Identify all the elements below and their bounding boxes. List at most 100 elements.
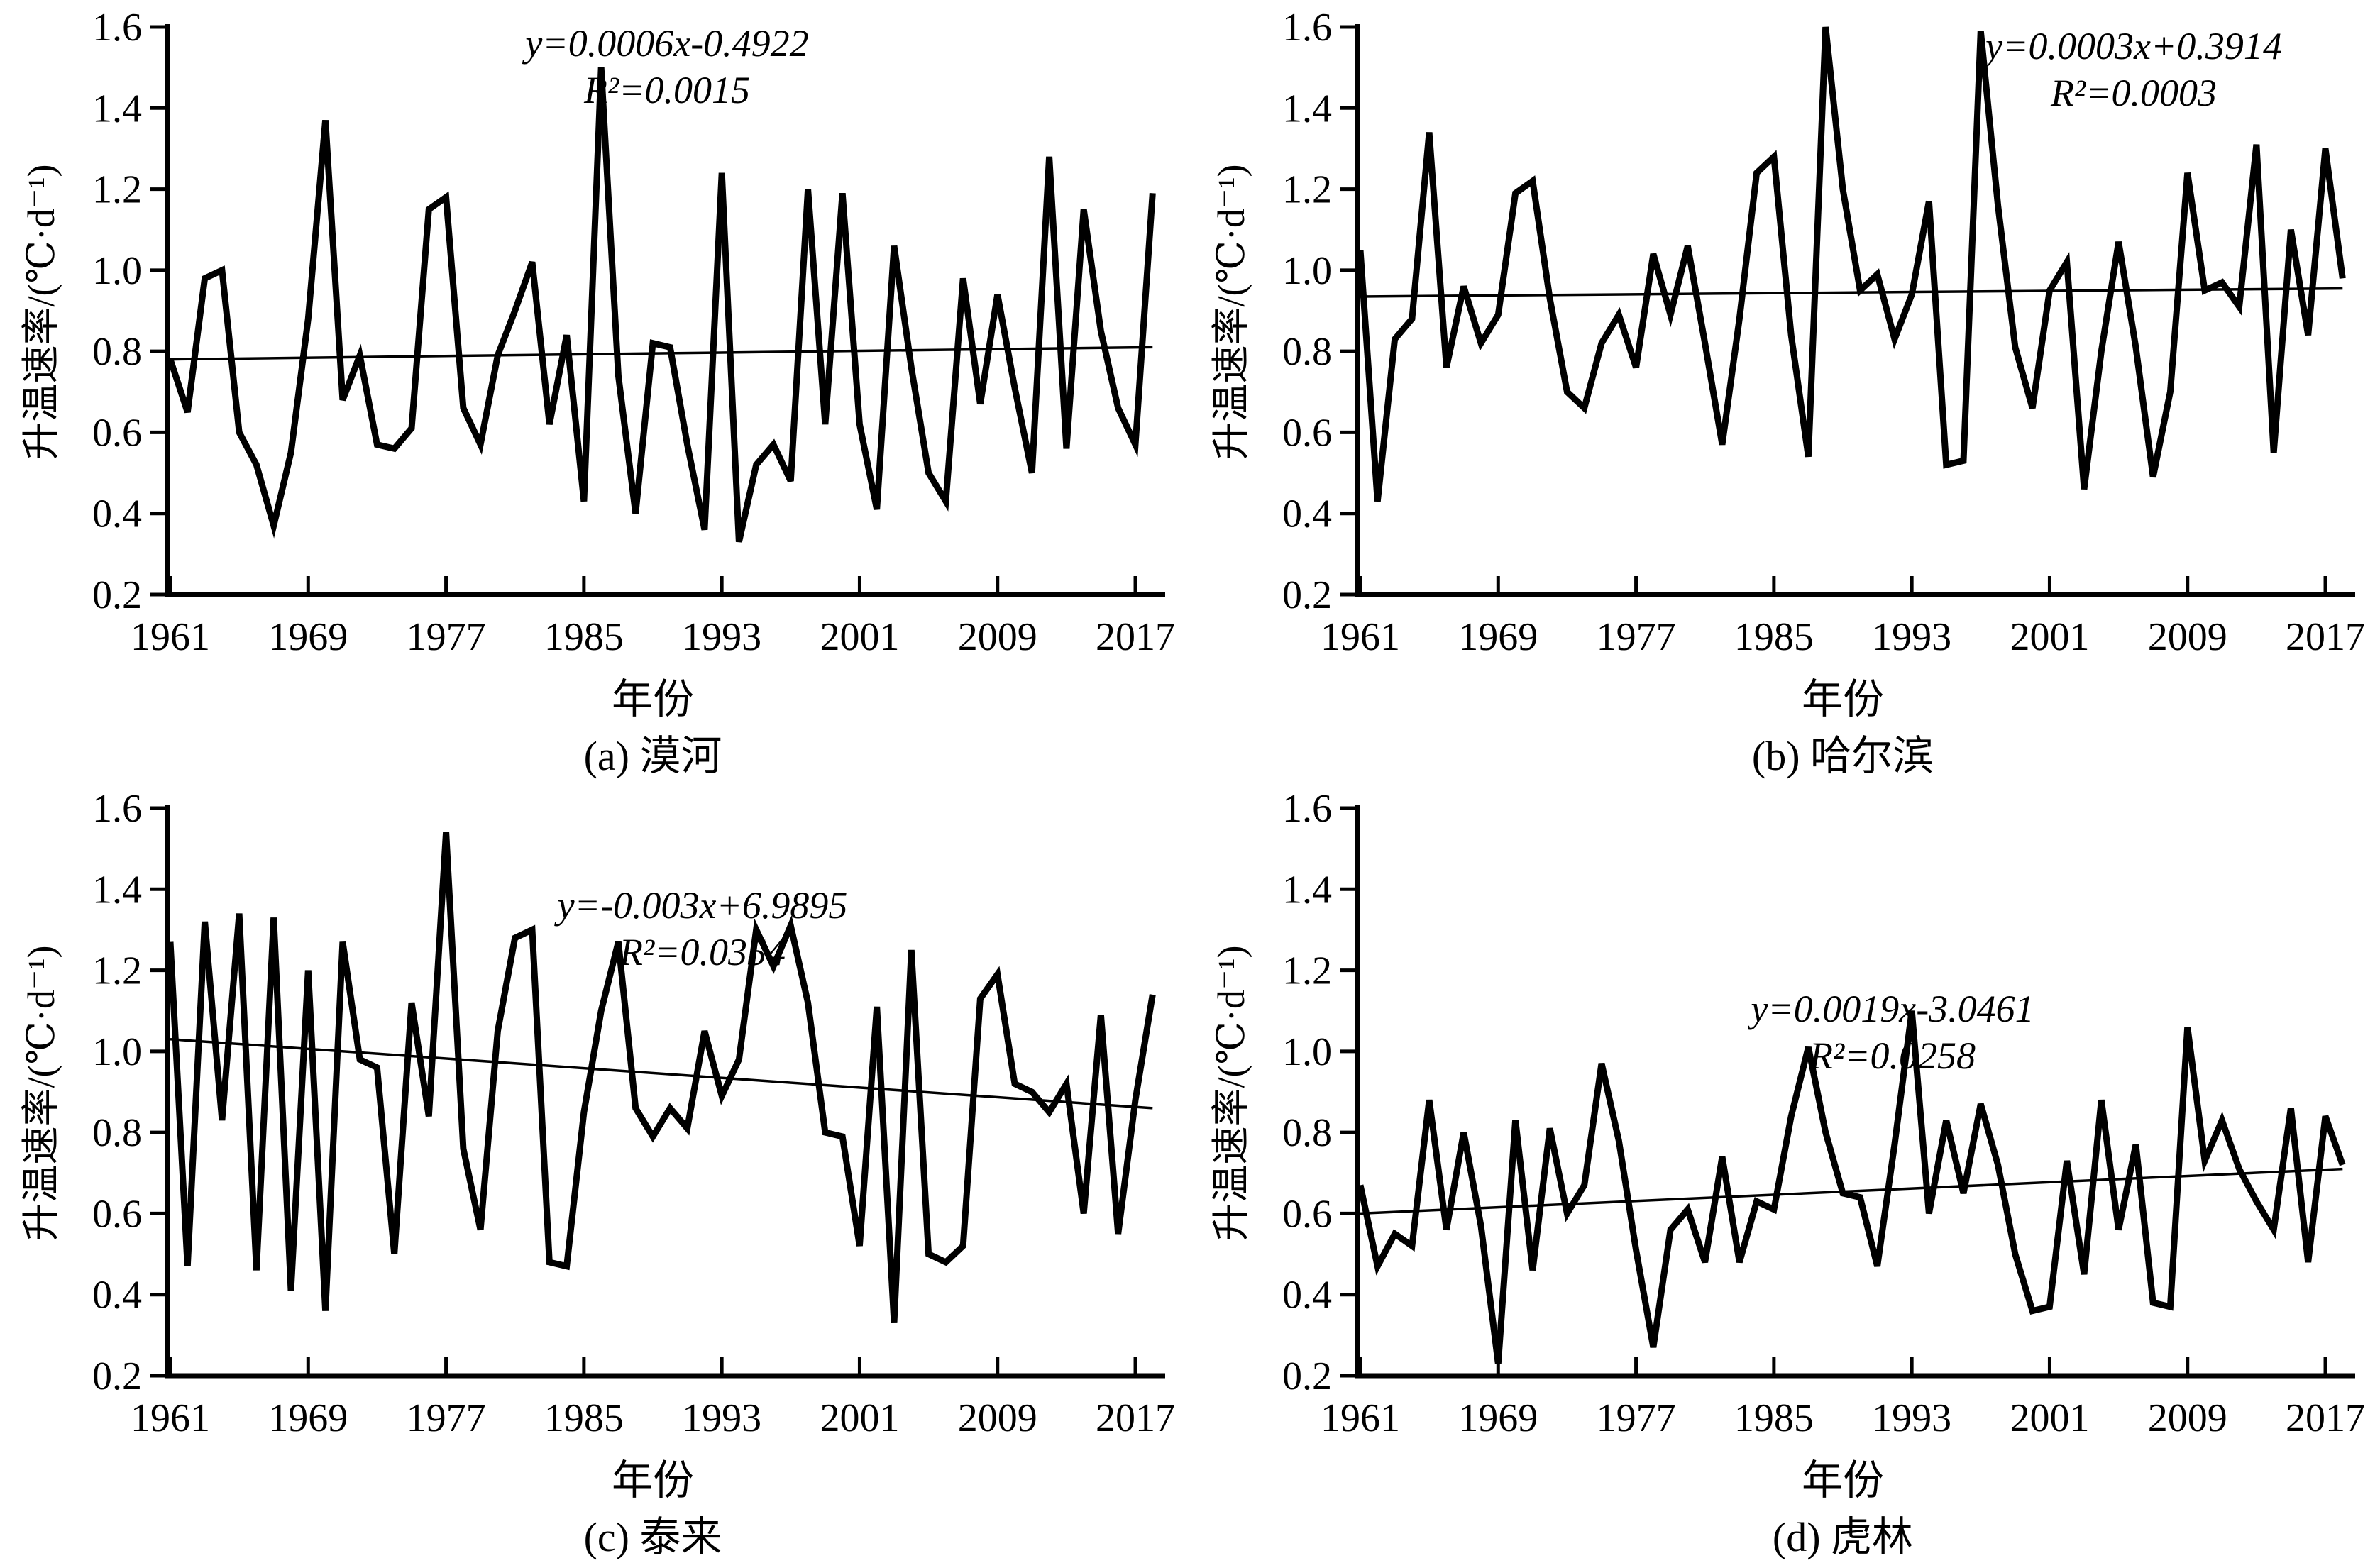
x-tick-label: 2001 [820,615,899,659]
y-tick-label: 1.4 [92,868,142,912]
r-squared: R²=0.0003 [2050,72,2218,114]
y-axis-label: 升温速率/(℃·d⁻¹) [20,164,62,460]
trend-equation: y=0.0003x+0.3914 R²=0.0003 [1914,23,2354,116]
y-tick-label: 0.4 [92,1274,142,1318]
trend-equation: y=-0.003x+6.9895 R²=0.0354 [433,882,972,976]
x-axis-label: 年份 [1801,1457,1884,1503]
y-tick-label: 1.0 [1282,1030,1332,1074]
x-tick-label: 1977 [1597,615,1676,659]
y-tick-label: 1.2 [92,949,142,993]
trend-equation: y=0.0019x-3.0461 R²=0.0258 [1623,985,2162,1079]
y-tick-label: 0.6 [92,411,142,455]
x-tick-label: 2001 [2010,1396,2089,1440]
equation-line: y=-0.003x+6.9895 [557,884,848,927]
x-tick-label: 1969 [268,1396,348,1440]
x-tick-label: 2001 [2010,615,2089,659]
y-tick-label: 0.2 [92,1354,142,1398]
panel-caption: (a) 漠河 [583,733,722,779]
y-tick-label: 0.4 [1282,1274,1332,1318]
chart-d: 0.2 0.4 0.6 0.8 1.0 1.2 1.4 1.6 1961 1969 1977 1985… [1282,787,2365,1440]
x-tick-label: 1993 [682,1396,761,1440]
x-tick-label: 1993 [682,615,761,659]
chart-c: 0.2 0.4 0.6 0.8 1.0 1.2 1.4 1.6 1961 1969 1977 1985… [92,787,1175,1440]
y-tick-label: 1.0 [92,249,142,293]
y-tick-label: 1.0 [1282,249,1332,293]
y-tick-label: 1.0 [92,1030,142,1074]
y-tick-label: 0.8 [92,330,142,374]
x-tick-label: 2009 [958,615,1037,659]
equation-line: y=0.0019x-3.0461 [1751,988,2034,1030]
equation-line: y=0.0003x+0.3914 [1985,25,2282,67]
x-axis-label: 年份 [611,1457,694,1503]
panel-caption: (d) 虎林 [1772,1514,1914,1560]
x-tick-label: 1961 [131,1396,210,1440]
y-tick-label: 0.2 [1282,573,1332,617]
x-tick-label: 1977 [407,1396,486,1440]
r-squared: R²=0.0354 [619,931,786,973]
trend-line-b [1360,287,2343,298]
series-line-b [1357,26,2346,502]
x-tick-label: 1993 [1872,1396,1951,1440]
y-tick-label: 1.4 [1282,87,1332,131]
y-tick-label: 0.4 [1282,492,1332,536]
panel-a-mohe: 0.2 0.4 0.6 0.8 1.0 1.2 1.4 1.6 1961 1969 1977 1985… [0,0,1190,781]
x-tick-label: 1969 [268,615,348,659]
x-tick-label: 2017 [2286,1396,2365,1440]
trend-line-c [170,1037,1153,1110]
y-tick-label: 0.6 [92,1192,142,1236]
y-tick-label: 0.8 [92,1111,142,1155]
chart-b: 0.2 0.4 0.6 0.8 1.0 1.2 1.4 1.6 1961 1969 1977 1985… [1282,6,2365,659]
y-axis-label: 升温速率/(℃·d⁻¹) [1210,164,1252,460]
equation-line: y=0.0006x-0.4922 [525,22,809,65]
x-tick-label: 1969 [1458,615,1538,659]
y-tick-label: 0.2 [92,573,142,617]
trend-equation: y=0.0006x-0.4922 R²=0.0015 [397,20,937,114]
y-tick-label: 1.6 [1282,787,1332,831]
x-tick-label: 1985 [1734,615,1814,659]
series-line-a [167,67,1156,543]
x-tick-label: 2017 [1096,1396,1175,1440]
y-tick-label: 0.6 [1282,411,1332,455]
y-tick-label: 0.6 [1282,1192,1332,1236]
y-tick-label: 1.2 [1282,949,1332,993]
y-tick-label: 0.8 [1282,1111,1332,1155]
x-tick-label: 2009 [2148,1396,2227,1440]
x-tick-label: 1985 [1734,1396,1814,1440]
series-line-c [167,832,1156,1323]
x-tick-label: 1961 [1321,1396,1400,1440]
y-tick-label: 0.8 [1282,330,1332,374]
y-axis-label: 升温速率/(℃·d⁻¹) [20,945,62,1242]
y-tick-label: 1.4 [92,87,142,131]
x-tick-label: 1961 [1321,615,1400,659]
x-tick-label: 2009 [2148,615,2227,659]
x-tick-label: 1977 [1597,1396,1676,1440]
y-tick-label: 1.2 [92,168,142,212]
x-tick-label: 1993 [1872,615,1951,659]
y-tick-label: 1.6 [1282,6,1332,50]
panel-caption: (c) 泰来 [583,1514,722,1560]
y-tick-label: 1.6 [92,787,142,831]
r-squared: R²=0.0258 [1809,1034,1976,1077]
y-axis-label: 升温速率/(℃·d⁻¹) [1210,945,1252,1242]
x-tick-label: 1985 [544,1396,624,1440]
y-tick-label: 1.2 [1282,168,1332,212]
y-tick-label: 0.4 [92,492,142,536]
x-axis-label: 年份 [1801,676,1884,722]
x-axis-label: 年份 [611,676,694,722]
x-tick-label: 2017 [2286,615,2365,659]
x-tick-label: 1977 [407,615,486,659]
x-tick-label: 2001 [820,1396,899,1440]
y-tick-label: 0.2 [1282,1354,1332,1398]
series-line-d [1357,1010,2346,1364]
x-tick-label: 1985 [544,615,624,659]
x-tick-label: 2017 [1096,615,1175,659]
panel-caption: (b) 哈尔滨 [1751,733,1934,779]
x-tick-label: 1961 [131,615,210,659]
x-tick-label: 1969 [1458,1396,1538,1440]
chart-a: 0.2 0.4 0.6 0.8 1.0 1.2 1.4 1.6 1961 1969 1977 1985… [92,6,1175,659]
x-tick-label: 2009 [958,1396,1037,1440]
panel-b-harbin: 0.2 0.4 0.6 0.8 1.0 1.2 1.4 1.6 1961 1969 1977 1985… [1190,0,2380,781]
r-squared: R²=0.0015 [583,69,751,111]
y-tick-label: 1.4 [1282,868,1332,912]
